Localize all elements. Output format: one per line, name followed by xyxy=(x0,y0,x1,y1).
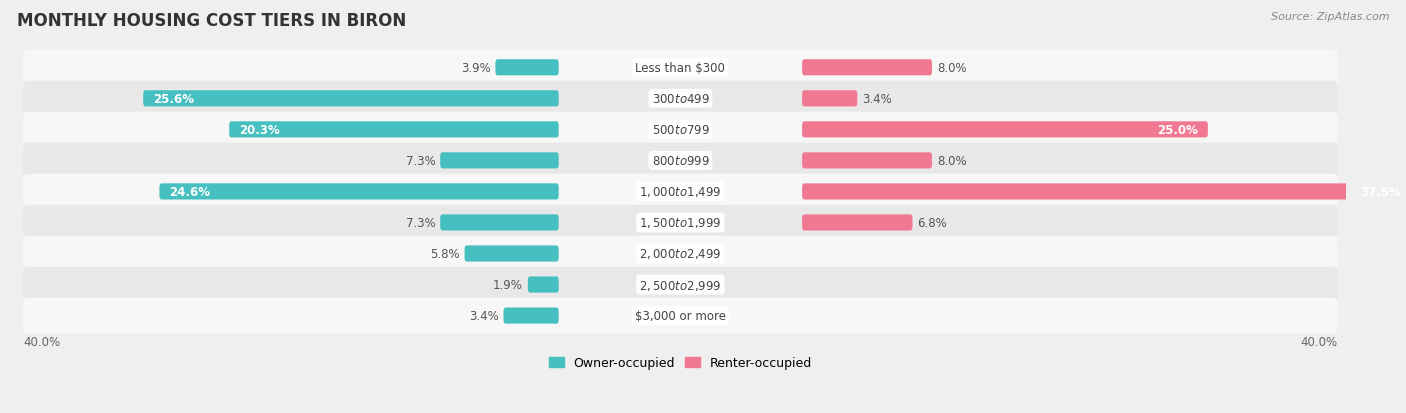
Text: 7.3%: 7.3% xyxy=(405,154,436,168)
Text: 40.0%: 40.0% xyxy=(1301,335,1337,348)
FancyBboxPatch shape xyxy=(22,143,1337,179)
FancyBboxPatch shape xyxy=(22,174,1337,210)
Text: Source: ZipAtlas.com: Source: ZipAtlas.com xyxy=(1271,12,1389,22)
Text: 40.0%: 40.0% xyxy=(22,335,60,348)
Text: $1,500 to $1,999: $1,500 to $1,999 xyxy=(640,216,721,230)
FancyBboxPatch shape xyxy=(22,50,1337,86)
FancyBboxPatch shape xyxy=(22,112,1337,148)
Text: Less than $300: Less than $300 xyxy=(636,62,725,75)
Text: 8.0%: 8.0% xyxy=(936,154,966,168)
Text: 7.3%: 7.3% xyxy=(405,216,436,229)
Text: 25.0%: 25.0% xyxy=(1157,123,1198,137)
FancyBboxPatch shape xyxy=(803,91,858,107)
Text: $3,000 or more: $3,000 or more xyxy=(636,309,725,322)
FancyBboxPatch shape xyxy=(22,267,1337,303)
FancyBboxPatch shape xyxy=(22,236,1337,272)
Text: $2,000 to $2,499: $2,000 to $2,499 xyxy=(640,247,721,261)
Text: 3.9%: 3.9% xyxy=(461,62,491,75)
Legend: Owner-occupied, Renter-occupied: Owner-occupied, Renter-occupied xyxy=(544,352,815,373)
FancyBboxPatch shape xyxy=(803,215,912,231)
Text: $500 to $799: $500 to $799 xyxy=(651,123,709,137)
FancyBboxPatch shape xyxy=(527,277,558,293)
FancyBboxPatch shape xyxy=(495,60,558,76)
FancyBboxPatch shape xyxy=(440,153,558,169)
FancyBboxPatch shape xyxy=(803,122,1208,138)
Text: $2,500 to $2,999: $2,500 to $2,999 xyxy=(640,278,721,292)
FancyBboxPatch shape xyxy=(22,81,1337,117)
Text: $800 to $999: $800 to $999 xyxy=(651,154,709,168)
FancyBboxPatch shape xyxy=(803,184,1406,200)
FancyBboxPatch shape xyxy=(229,122,558,138)
Text: 3.4%: 3.4% xyxy=(862,93,891,106)
FancyBboxPatch shape xyxy=(464,246,558,262)
FancyBboxPatch shape xyxy=(22,205,1337,241)
FancyBboxPatch shape xyxy=(22,298,1337,334)
Text: 25.6%: 25.6% xyxy=(153,93,194,106)
Text: 37.5%: 37.5% xyxy=(1360,185,1400,198)
FancyBboxPatch shape xyxy=(803,60,932,76)
Text: $1,000 to $1,499: $1,000 to $1,499 xyxy=(640,185,721,199)
Text: 20.3%: 20.3% xyxy=(239,123,280,137)
Text: 1.9%: 1.9% xyxy=(494,278,523,291)
Text: 3.4%: 3.4% xyxy=(468,309,499,322)
FancyBboxPatch shape xyxy=(440,215,558,231)
Text: 5.8%: 5.8% xyxy=(430,247,460,260)
Text: 6.8%: 6.8% xyxy=(917,216,948,229)
FancyBboxPatch shape xyxy=(803,153,932,169)
Text: 8.0%: 8.0% xyxy=(936,62,966,75)
FancyBboxPatch shape xyxy=(159,184,558,200)
Text: MONTHLY HOUSING COST TIERS IN BIRON: MONTHLY HOUSING COST TIERS IN BIRON xyxy=(17,12,406,30)
Text: 24.6%: 24.6% xyxy=(169,185,209,198)
Text: $300 to $499: $300 to $499 xyxy=(651,93,709,106)
FancyBboxPatch shape xyxy=(143,91,558,107)
FancyBboxPatch shape xyxy=(503,308,558,324)
